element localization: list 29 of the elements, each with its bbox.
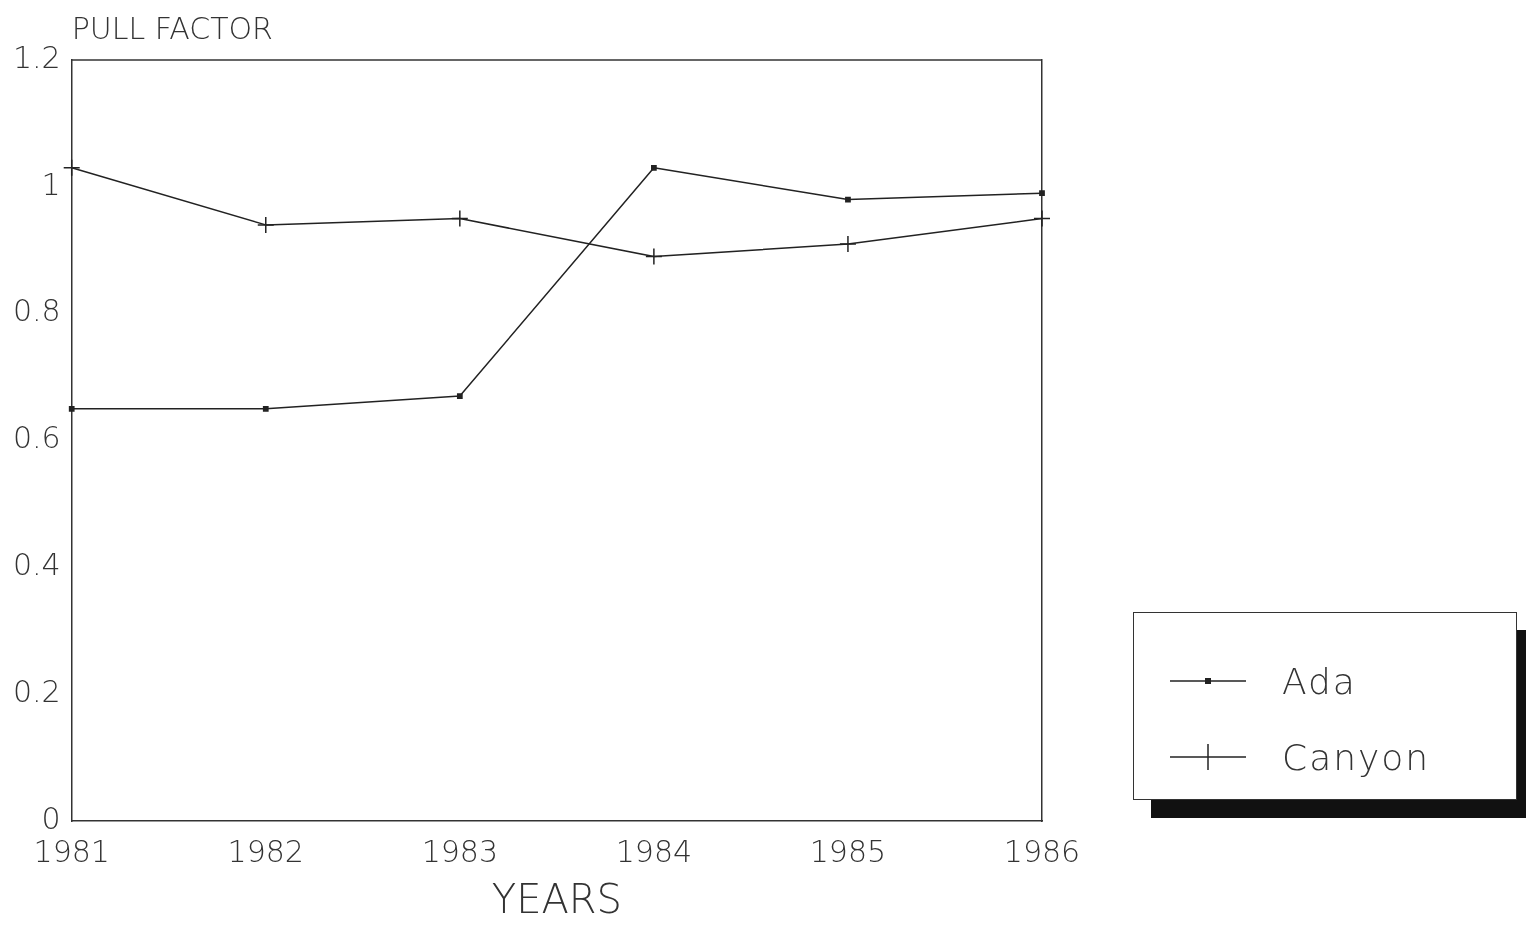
x-tick-label: 1986 — [1003, 833, 1081, 869]
point — [262, 405, 269, 412]
point — [651, 164, 657, 171]
x-tick-label: 1985 — [809, 833, 887, 869]
y-tick-label: 0.6 — [12, 420, 61, 456]
y-axis-title: PULL FACTOR — [71, 10, 273, 46]
point — [257, 216, 275, 234]
legend-label: Ada — [1282, 660, 1357, 702]
y-tick-label: 0 — [41, 800, 61, 836]
point — [62, 159, 81, 177]
point — [839, 235, 857, 253]
point — [68, 405, 75, 412]
y-tick-label: 0.2 — [12, 673, 61, 709]
point — [451, 209, 469, 228]
y-tick-label: 0.8 — [12, 293, 61, 329]
point — [845, 196, 851, 203]
point — [1039, 190, 1045, 197]
x-tick-label: 1981 — [33, 833, 110, 869]
y-tick-label: 0.4 — [12, 547, 61, 583]
point — [456, 393, 463, 399]
legend-label: Canyon — [1282, 736, 1431, 778]
x-tick-label: 1983 — [421, 833, 499, 869]
point — [1033, 209, 1051, 228]
y-tick-label: 1.2 — [12, 39, 61, 75]
y-tick-label: 1 — [41, 166, 61, 202]
x-axis-title: YEARS — [491, 876, 622, 923]
point — [645, 247, 663, 266]
x-tick-label: 1982 — [227, 833, 304, 869]
x-tick-label: 1984 — [615, 833, 693, 869]
